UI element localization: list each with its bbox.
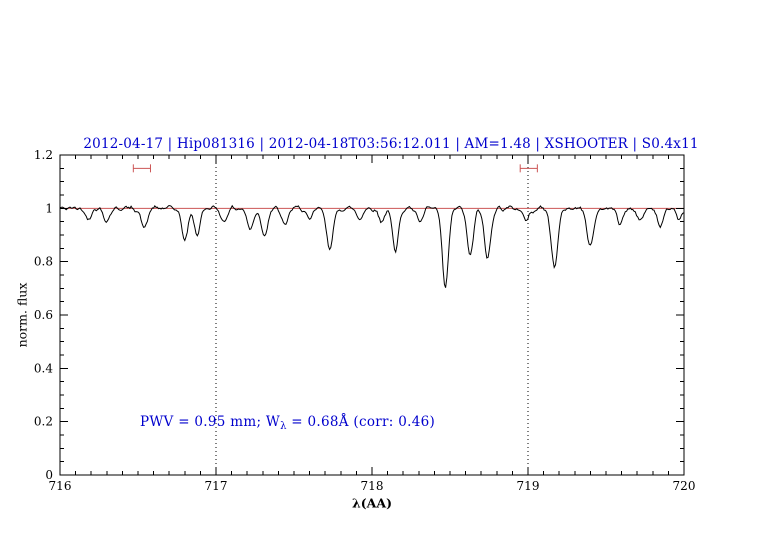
svg-text:1: 1 xyxy=(45,201,53,215)
pwv-annotation-text: PWV = 0.95 mm; W xyxy=(140,414,281,430)
lambda-subscript: λ xyxy=(280,421,287,432)
svg-text:0.4: 0.4 xyxy=(34,361,53,375)
y-axis-label: norm. flux xyxy=(14,282,30,348)
svg-text:717: 717 xyxy=(205,479,228,493)
svg-text:0.8: 0.8 xyxy=(34,255,53,269)
svg-text:0.2: 0.2 xyxy=(34,415,53,429)
svg-text:0: 0 xyxy=(45,468,53,482)
svg-text:0.6: 0.6 xyxy=(34,308,53,322)
svg-text:718: 718 xyxy=(361,479,384,493)
svg-text:720: 720 xyxy=(673,479,696,493)
svg-text:716: 716 xyxy=(49,479,72,493)
pwv-annotation-value: = 0.68Å (corr: 0.46) xyxy=(286,414,436,430)
x-axis-label: λ(AA) xyxy=(352,495,392,511)
plot-title: 2012-04-17 | Hip081316 | 2012-04-18T03:5… xyxy=(83,136,699,152)
svg-text:719: 719 xyxy=(517,479,540,493)
pwv-annotation: PWV = 0.95 mm; Wλ = 0.68Å (corr: 0.46) xyxy=(140,414,435,432)
svg-text:1.2: 1.2 xyxy=(34,148,53,162)
